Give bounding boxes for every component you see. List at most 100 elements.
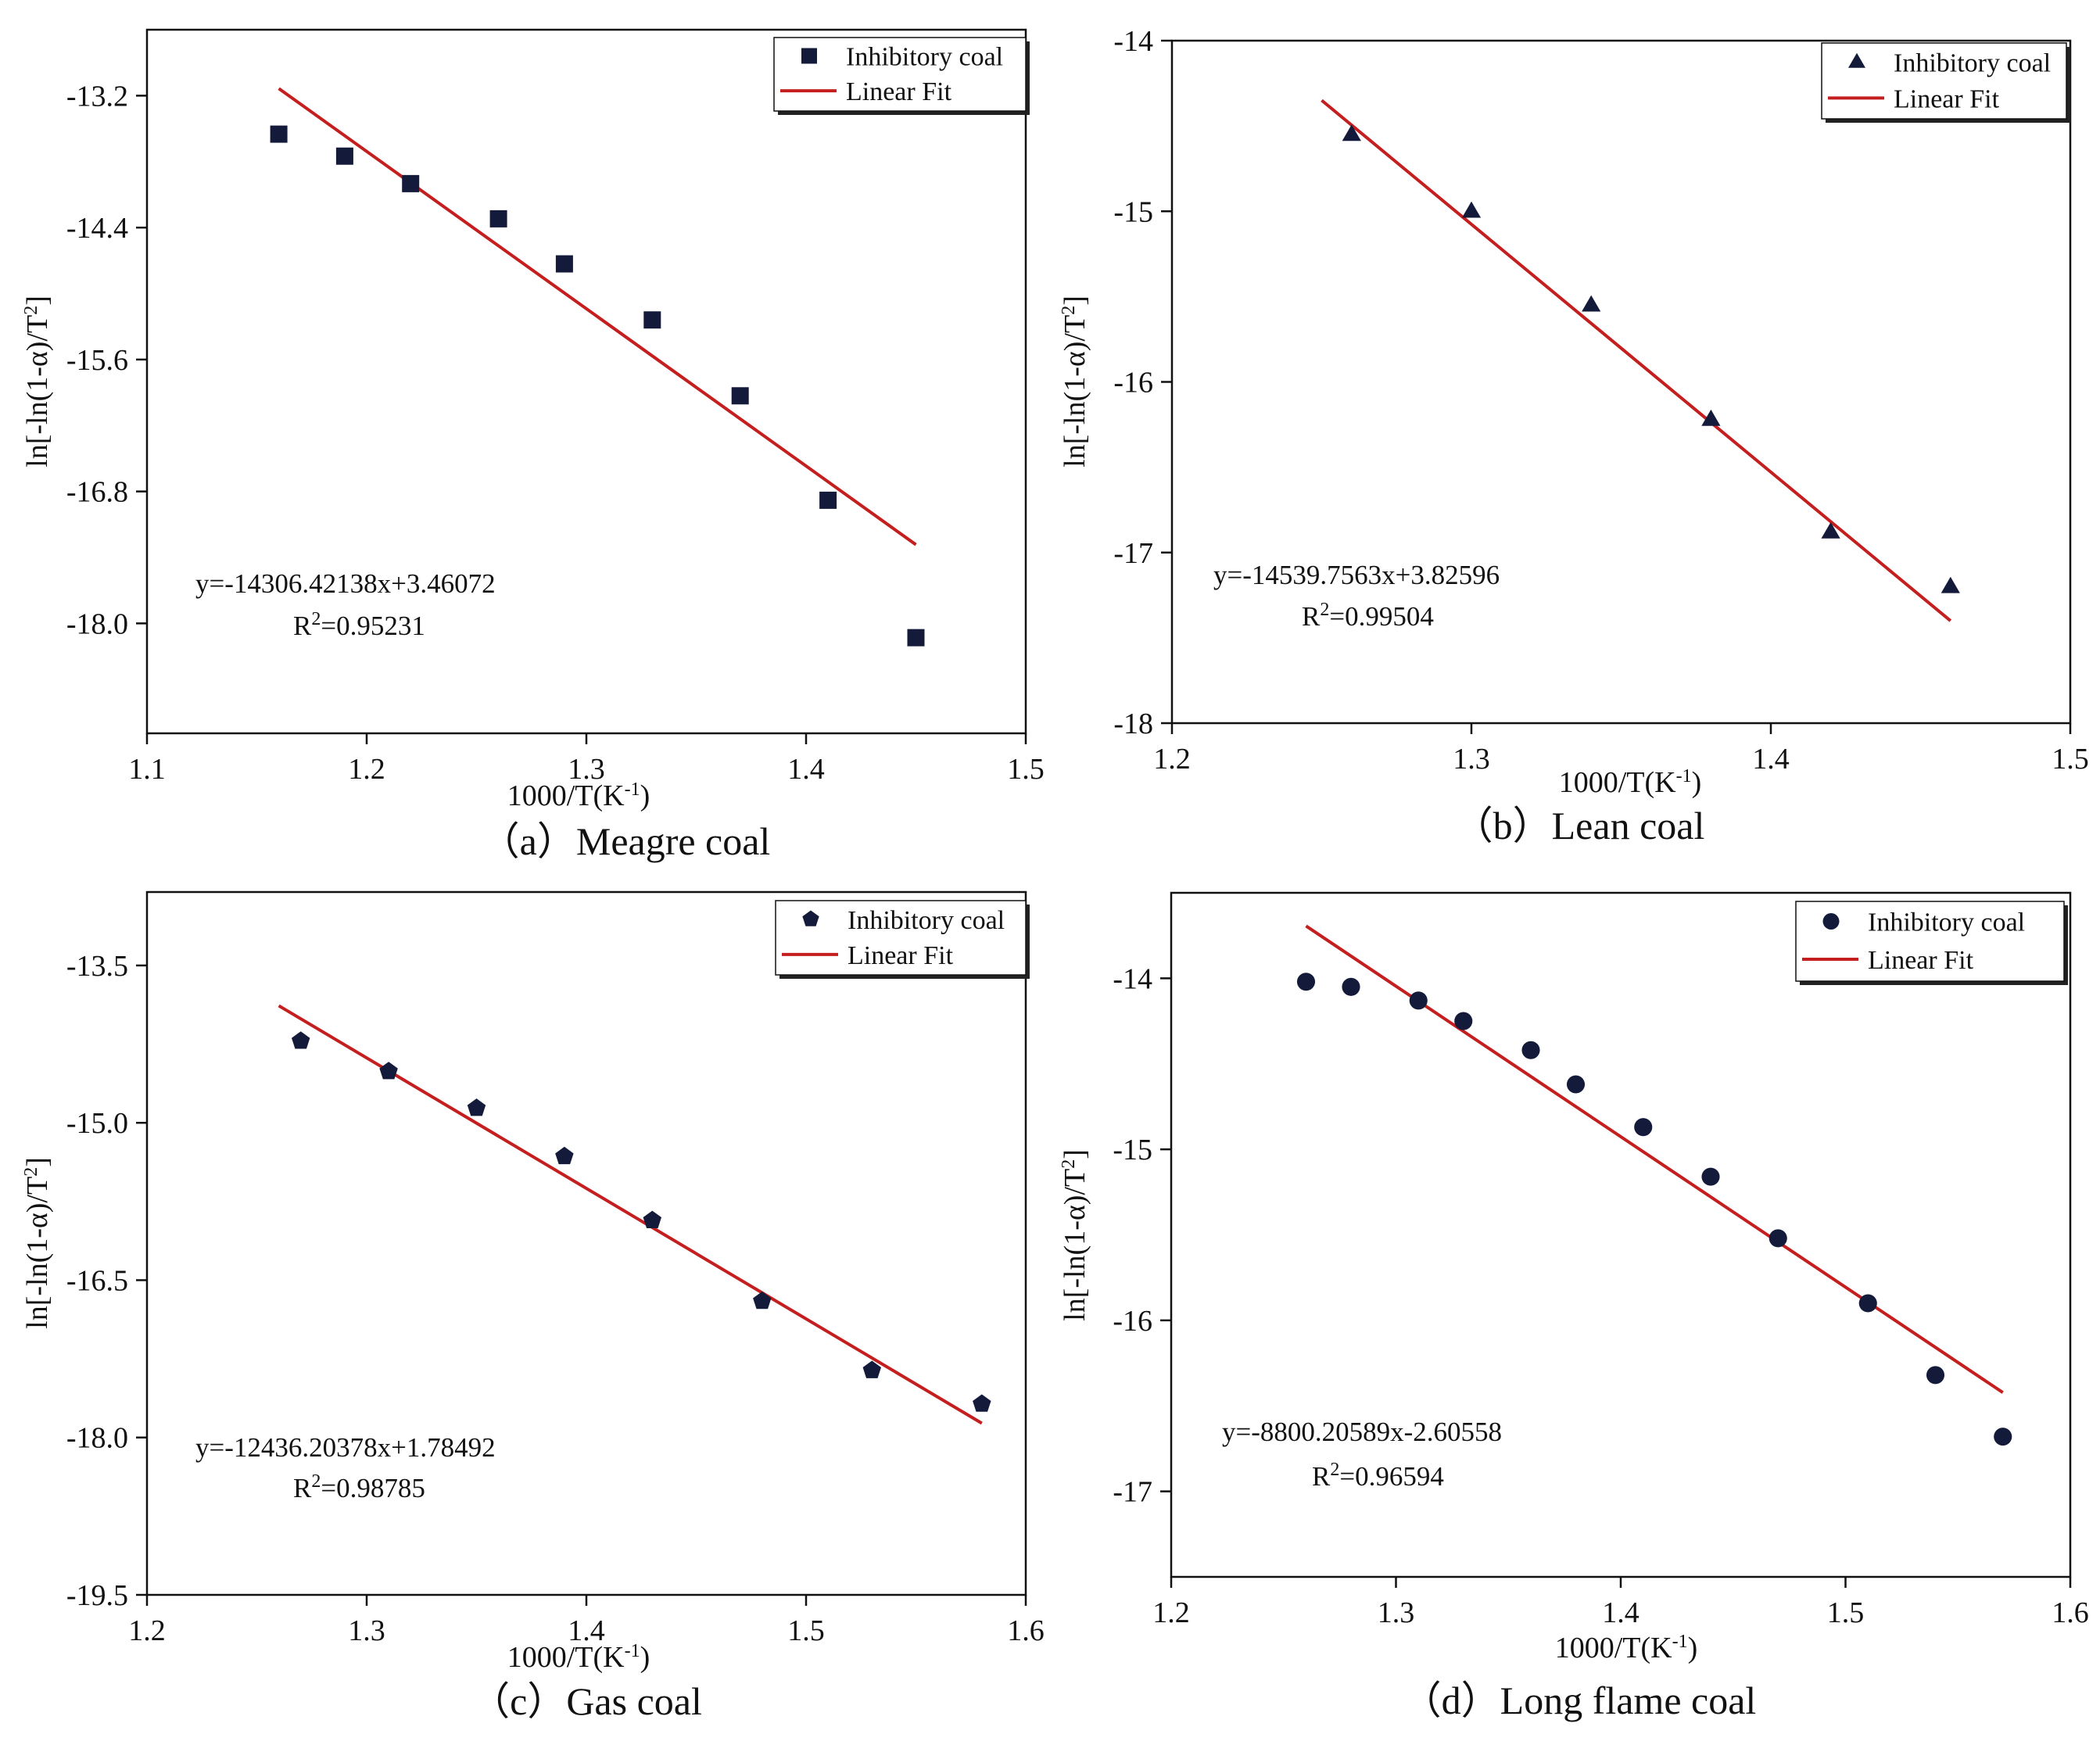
y-tick-label: -15.6 — [66, 344, 128, 377]
data-point — [643, 311, 661, 329]
legend-box — [1795, 901, 2065, 982]
r-squared: R2=0.95231 — [293, 609, 425, 641]
data-point — [753, 1291, 772, 1310]
y-tick-label: -16.5 — [66, 1264, 128, 1297]
data-point — [1296, 973, 1316, 991]
x-tick-label: 1.1 — [128, 753, 166, 786]
linear-fit-line — [1321, 99, 1952, 622]
legend-marker — [1848, 52, 1865, 68]
y-tick-label: -14.4 — [66, 212, 128, 245]
r-squared: R2=0.96594 — [1312, 1460, 1444, 1492]
data-point — [1701, 1167, 1720, 1186]
x-tick-label: 1.2 — [348, 753, 385, 786]
legend-marker — [801, 48, 817, 64]
legend-marker — [802, 910, 819, 926]
y-tick-label: -13.5 — [66, 950, 128, 983]
data-point — [1858, 1294, 1877, 1313]
panel-caption: （b）Lean coal — [1454, 804, 1705, 847]
y-tick-label: -19.5 — [66, 1579, 128, 1612]
x-tick-label: 1.5 — [1827, 1596, 1865, 1629]
x-tick-label: 1.5 — [1007, 753, 1045, 786]
data-point — [291, 1031, 310, 1049]
data-point — [402, 174, 420, 192]
y-tick-label: -18.0 — [66, 1422, 128, 1455]
x-tick-label: 1.3 — [348, 1614, 385, 1647]
linear-fit-line — [278, 1004, 983, 1425]
x-tick-label: 1.2 — [128, 1614, 166, 1647]
x-tick-label: 1.4 — [568, 1614, 605, 1647]
data-point — [467, 1098, 486, 1116]
y-tick-label: -15 — [1113, 195, 1153, 228]
data-point — [270, 125, 288, 143]
data-point — [1521, 1041, 1540, 1059]
panel-caption: （c）Gas coal — [471, 1679, 702, 1723]
legend-label-series: Inhibitory coal — [848, 906, 1005, 935]
fit-equation: y=-14306.42138x+3.46072 — [195, 568, 496, 599]
y-tick-label: -14 — [1113, 962, 1152, 995]
fit-equation: y=-8800.20589x-2.60558 — [1222, 1417, 1502, 1447]
x-tick-label: 1.5 — [787, 1614, 825, 1647]
y-axis-title: ln[-ln(1-α)/T2] — [1059, 296, 1091, 468]
y-tick-label: -14 — [1113, 25, 1153, 58]
linear-fit-line — [1305, 924, 2004, 1394]
data-point — [1342, 124, 1361, 142]
y-tick-label: -16 — [1113, 367, 1153, 399]
x-axis-title: 1000/T(K-1) — [1559, 766, 1702, 799]
y-axis-title: ln[-ln(1-α)/T2] — [1059, 1149, 1091, 1321]
y-tick-label: -18.0 — [66, 607, 128, 640]
legend-box — [775, 900, 1027, 976]
data-point — [973, 1394, 991, 1412]
data-point — [1926, 1366, 1945, 1385]
data-point — [1342, 977, 1360, 996]
panel-caption: （d）Long flame coal — [1403, 1679, 1757, 1722]
legend-label-series: Inhibitory coal — [1894, 48, 2051, 77]
legend-label-fit: Linear Fit — [1868, 946, 1974, 975]
x-tick-label: 1.3 — [568, 753, 605, 786]
data-point — [643, 1210, 662, 1228]
data-point — [731, 387, 749, 405]
x-tick-label: 1.4 — [1752, 743, 1790, 776]
r-squared: R2=0.99504 — [1302, 600, 1434, 632]
data-point — [862, 1360, 882, 1378]
data-point — [335, 147, 353, 165]
data-point — [1454, 1012, 1473, 1030]
legend-box — [1821, 42, 2067, 120]
x-axis-title: 1000/T(K-1) — [1555, 1632, 1698, 1664]
chart-panel-a: 1.1 1.2 1.3 1.4 1.5 -13.2 -14.4 -15.6 -16.8 -18.0… — [21, 28, 1045, 863]
data-point — [1769, 1229, 1787, 1248]
plot-frame — [1170, 891, 2072, 1578]
x-tick-label: 1.2 — [1152, 1596, 1190, 1629]
r-squared: R2=0.98785 — [293, 1471, 425, 1503]
plot-frame — [145, 890, 1027, 1596]
data-point — [819, 491, 837, 509]
y-tick-label: -13.2 — [66, 80, 128, 113]
chart-panel-b: 1.2 1.3 1.4 1.5 -14 -15 -16 -17 -18 1000/T(K-1) ln… — [1059, 25, 2089, 847]
data-point — [555, 255, 573, 273]
y-axis-title: ln[-ln(1-α)/T2] — [21, 1157, 54, 1329]
data-point — [1821, 521, 1840, 539]
data-point — [1941, 576, 1960, 593]
legend-marker — [1822, 913, 1840, 930]
y-tick-label: -16 — [1113, 1305, 1152, 1338]
data-point — [1582, 295, 1601, 312]
y-tick-label: -15 — [1113, 1134, 1152, 1166]
data-point — [1409, 991, 1428, 1010]
legend-label-fit: Linear Fit — [848, 941, 954, 970]
data-point — [907, 629, 925, 647]
y-tick-label: -17 — [1113, 1476, 1152, 1509]
linear-fit-line — [278, 87, 917, 546]
x-tick-label: 1.6 — [2052, 1596, 2089, 1629]
data-point — [1701, 409, 1721, 426]
x-tick-label: 1.4 — [1602, 1596, 1640, 1629]
data-point — [489, 210, 507, 228]
legend-label-series: Inhibitory coal — [846, 43, 1003, 72]
legend-label-series: Inhibitory coal — [1868, 908, 2025, 937]
y-tick-label: -17 — [1113, 537, 1153, 570]
panel-caption: （a）Meagre coal — [481, 819, 771, 863]
y-tick-label: -18 — [1113, 708, 1153, 740]
x-axis-title: 1000/T(K-1) — [507, 1641, 650, 1674]
x-tick-label: 1.2 — [1153, 743, 1191, 776]
data-point — [1461, 201, 1482, 218]
data-point — [379, 1062, 398, 1080]
